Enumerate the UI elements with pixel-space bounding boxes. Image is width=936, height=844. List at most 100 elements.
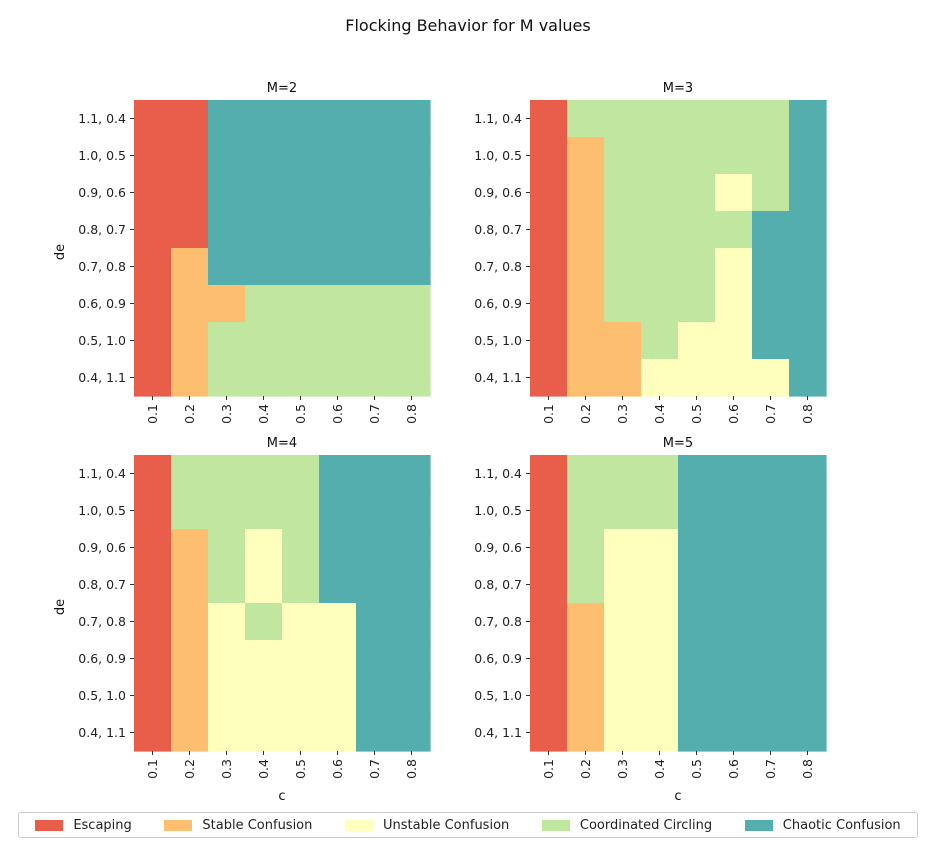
heatmap-cell: [715, 359, 753, 397]
heatmap-cell: [171, 640, 209, 678]
heatmap-cell: [567, 174, 605, 212]
heatmap-cell: [530, 359, 568, 397]
heatmap-cell: [678, 174, 716, 212]
heatmap-cell: [393, 285, 431, 323]
heatmap-cell: [752, 492, 790, 530]
heatmap-cell: [319, 714, 357, 752]
heatmap-cell: [245, 492, 283, 530]
heatmap-cell: [319, 455, 357, 493]
heatmap-panel-1: M=2 1.1, 0.4 1.0, 0.5 0.9, 0.6 0.8, 0.7 0.7, …: [53, 81, 431, 424]
heatmap-cell: [393, 174, 431, 212]
y-tick-label: 1.0, 0.5: [474, 148, 522, 163]
y-tick-label: 1.0, 0.5: [474, 503, 522, 518]
y-tick-label: 0.7, 0.8: [474, 614, 522, 629]
heatmap-cell: [208, 640, 246, 678]
heatmap-cell: [356, 566, 394, 604]
heatmap-cell: [641, 603, 679, 641]
heatmap-cell: [678, 640, 716, 678]
heatmap-cell: [282, 677, 320, 715]
heatmap-cell: [356, 174, 394, 212]
heatmap-cell: [356, 455, 394, 493]
heatmap-cell: [567, 677, 605, 715]
heatmap-cell: [245, 322, 283, 360]
heatmap-cell: [171, 714, 209, 752]
heatmap-cell: [752, 211, 790, 249]
heatmap-cell: [567, 285, 605, 323]
heatmap-cell: [208, 137, 246, 175]
x-tick-label: 0.6: [330, 404, 345, 424]
y-tick-label: 0.8, 0.7: [78, 577, 126, 592]
heatmap-cell: [567, 137, 605, 175]
heatmap-cell: [567, 603, 605, 641]
heatmap-cell: [319, 566, 357, 604]
heatmap-cell: [319, 322, 357, 360]
x-tick-label: 0.1: [145, 404, 160, 424]
heatmap-cell: [393, 566, 431, 604]
heatmap-cell: [752, 137, 790, 175]
heatmap-cell: [678, 566, 716, 604]
x-tick-label: 0.2: [182, 404, 197, 424]
x-tick-label: 0.8: [404, 404, 419, 424]
legend-label: Unstable Confusion: [383, 817, 510, 833]
heatmap-cell: [245, 566, 283, 604]
heatmap-cell: [530, 100, 568, 138]
x-tick-label: 0.6: [726, 759, 741, 779]
heatmap-cell: [752, 100, 790, 138]
legend-label: Coordinated Circling: [579, 817, 713, 833]
x-tick-label: 0.5: [689, 759, 704, 779]
heatmap-cell: [282, 455, 320, 493]
heatmap-cell: [789, 492, 827, 530]
heatmap-cell: [604, 248, 642, 286]
heatmap-cell: [171, 322, 209, 360]
heatmap-cell: [356, 677, 394, 715]
heatmap-cell: [282, 529, 320, 567]
heatmap-cell: [789, 529, 827, 567]
heatmap-cell: [356, 248, 394, 286]
y-tick-label: 0.5, 1.0: [78, 333, 126, 348]
x-tick-label: 0.7: [367, 404, 382, 424]
heatmap-cell: [171, 677, 209, 715]
heatmap-cell: [678, 492, 716, 530]
heatmap-cell: [134, 359, 172, 397]
heatmap-cell: [604, 455, 642, 493]
heatmap-cell: [530, 455, 568, 493]
heatmap-cell: [245, 285, 283, 323]
heatmap-cell: [282, 174, 320, 212]
heatmap-cell: [789, 285, 827, 323]
heatmap-cell: [171, 566, 209, 604]
y-tick-label: 1.0, 0.5: [78, 148, 126, 163]
heatmap-cell: [715, 211, 753, 249]
heatmap-panel-4: M=5 1.1, 0.4 1.0, 0.5 0.9, 0.6 0.8, 0.7 0.7, …: [474, 436, 827, 804]
legend-item-chaotic-confusion: Chaotic Confusion: [744, 818, 901, 833]
heatmap-cell: [641, 285, 679, 323]
heatmap-cell: [319, 640, 357, 678]
heatmap-cell: [530, 529, 568, 567]
y-tick-label: 0.9, 0.6: [78, 540, 126, 555]
heatmap-cell: [604, 714, 642, 752]
heatmap-cell: [715, 100, 753, 138]
heatmap-cell: [356, 211, 394, 249]
heatmap-cell: [567, 359, 605, 397]
heatmap-cell: [530, 137, 568, 175]
heatmap-cell: [245, 211, 283, 249]
heatmap-cell: [393, 137, 431, 175]
heatmap-cell: [789, 211, 827, 249]
heatmap-cell: [393, 492, 431, 530]
heatmap-cell: [319, 248, 357, 286]
heatmap-cell: [356, 492, 394, 530]
y-tick-label: 0.4, 1.1: [474, 370, 522, 385]
x-tick-label: 0.6: [330, 759, 345, 779]
heatmap-cell: [208, 248, 246, 286]
heatmap-cell: [319, 100, 357, 138]
x-tick-label: 0.8: [404, 759, 419, 779]
heatmap-cell: [715, 285, 753, 323]
y-tick-label: 0.6, 0.9: [474, 296, 522, 311]
legend: Escaping Stable Confusion Unstable Confusi…: [18, 812, 918, 838]
heatmap-cell: [530, 211, 568, 249]
heatmap-cell: [752, 603, 790, 641]
heatmap-cell: [641, 100, 679, 138]
heatmap-cell: [393, 714, 431, 752]
heatmap-cell: [678, 211, 716, 249]
y-tick-label: 1.0, 0.5: [78, 503, 126, 518]
heatmap-cell: [134, 211, 172, 249]
